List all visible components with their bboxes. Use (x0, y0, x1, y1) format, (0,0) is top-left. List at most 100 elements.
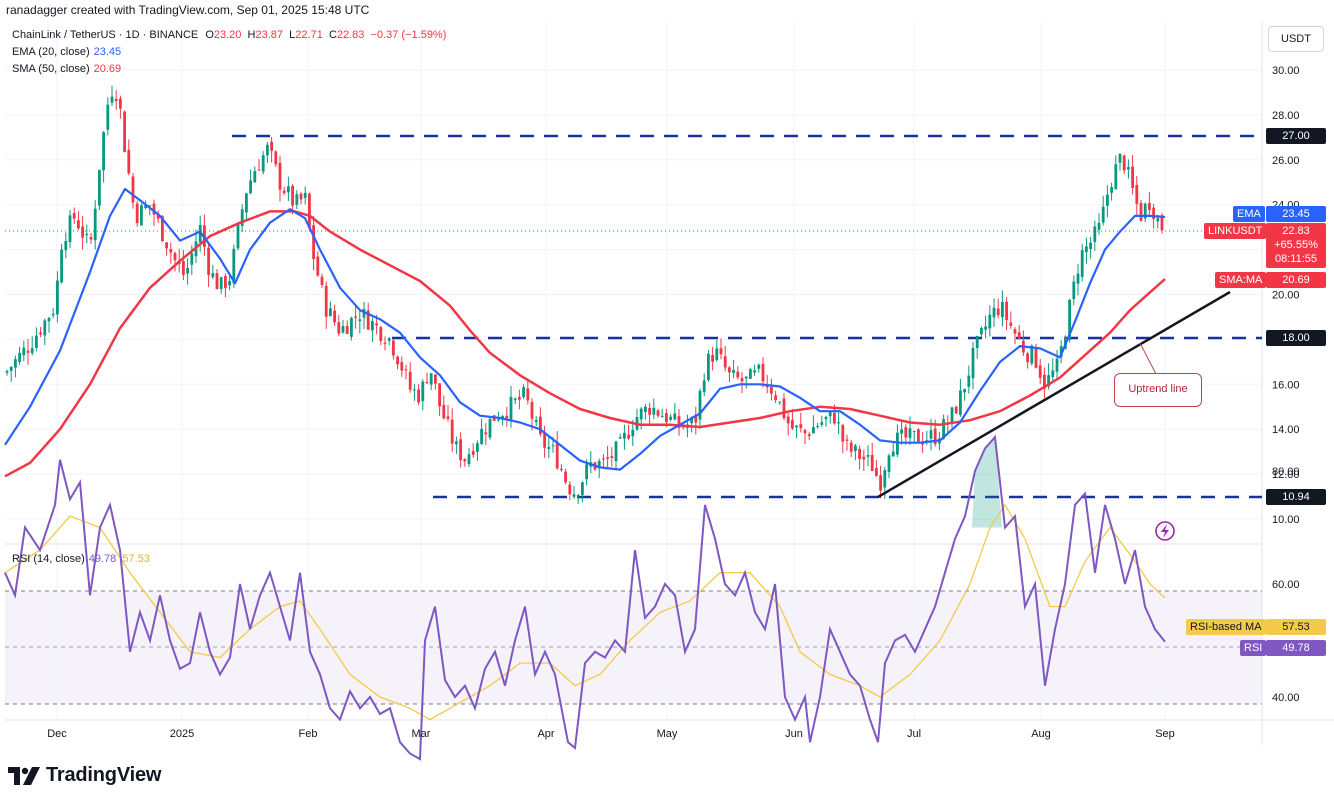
rsi-overbought-fill (972, 437, 1002, 528)
up-candle (387, 337, 391, 346)
candle-body (774, 395, 777, 400)
rsi-ma-legend-value: 57.53 (122, 553, 150, 565)
down-candle (333, 304, 336, 327)
ema-legend[interactable]: EMA (20, close) 23.45 (12, 46, 121, 58)
candle-body (110, 96, 114, 103)
candle-body (333, 310, 336, 323)
up-candle (240, 204, 244, 233)
up-candle (56, 271, 59, 323)
down-candle (728, 366, 731, 382)
candle-body (207, 247, 210, 275)
down-candle (123, 110, 126, 153)
candle-body (816, 425, 819, 427)
up-candle (371, 317, 374, 343)
candle-body (942, 419, 945, 439)
down-candle (627, 424, 630, 441)
candle-body (291, 185, 294, 206)
up-candle (984, 315, 987, 339)
candle-body (1139, 203, 1143, 221)
candle-body (534, 419, 538, 423)
ema-flag-name: EMA (1233, 206, 1265, 222)
down-candle (723, 345, 727, 372)
symbol-legend[interactable]: ChainLink / TetherUS · 1D · BINANCE O23.… (12, 29, 446, 41)
candle-body (980, 327, 983, 335)
candle-body (841, 425, 845, 442)
time-tick-label: Jun (785, 728, 803, 740)
rsi-line[interactable] (4, 434, 1166, 761)
down-candle (417, 384, 420, 406)
up-candle (14, 355, 17, 378)
candle-body (728, 367, 731, 373)
candle-body (959, 390, 962, 415)
up-candle (22, 340, 26, 362)
down-candle (526, 378, 530, 405)
candle-body (954, 406, 958, 414)
down-candle (518, 389, 521, 410)
lightning-icon[interactable] (1155, 521, 1175, 541)
down-candle (173, 251, 177, 272)
price-tick-label: 14.00 (1272, 424, 1300, 436)
candle-body (303, 192, 307, 198)
candle-body (64, 240, 68, 251)
sma-50-line[interactable] (4, 210, 1166, 478)
down-candle (119, 95, 122, 119)
candles[interactable] (5, 85, 1164, 504)
candle-body (967, 375, 971, 387)
candle-body (106, 104, 110, 130)
candle-body (228, 280, 231, 286)
sma-legend[interactable]: SMA (50, close) 20.69 (12, 63, 121, 75)
time-axis[interactable]: Dec 2025 Feb Mar Apr May Jun Jul Aug Sep (47, 728, 1175, 740)
down-candle (131, 172, 135, 209)
candle-body (337, 322, 341, 334)
candle-body (81, 226, 84, 238)
down-candle (26, 339, 30, 365)
uptrend-annotation[interactable]: Uptrend line (1114, 373, 1202, 407)
candle-body (543, 432, 546, 448)
candle-body (879, 475, 882, 491)
candle-body (568, 484, 572, 495)
candle-body (421, 381, 425, 402)
sma-legend-value: 20.69 (93, 63, 122, 75)
candle-body (614, 441, 618, 462)
candle-body (631, 429, 635, 437)
candle-body (602, 458, 605, 460)
up-candle (350, 316, 353, 341)
rsi-legend[interactable]: RSI (14, close) 49.78 57.53 (12, 553, 150, 565)
up-candle (1055, 350, 1059, 379)
candle-body (749, 369, 752, 379)
candle-body (673, 413, 677, 420)
candle-body (366, 310, 370, 330)
candle-body (253, 171, 257, 183)
price-pane[interactable] (5, 22, 1262, 544)
candle-body (39, 332, 42, 335)
up-candle (547, 437, 551, 459)
rsi-tick-label: 40.00 (1272, 692, 1300, 704)
candle-body (480, 429, 483, 444)
ema-20-line[interactable] (4, 187, 1166, 471)
up-candle (85, 224, 89, 244)
candle-body (606, 457, 609, 459)
candle-body (1156, 218, 1160, 222)
down-candle (648, 402, 651, 426)
candle-body (887, 455, 891, 472)
up-candle (329, 301, 332, 317)
candle-body (1152, 207, 1155, 219)
candle-body (870, 454, 874, 472)
rsi-ma-line[interactable] (4, 503, 1166, 721)
down-candle (135, 200, 139, 227)
candle-body (463, 459, 467, 462)
candle-body (467, 454, 471, 465)
candle-body (211, 273, 215, 278)
candle-body (358, 319, 362, 322)
up-candle (1085, 237, 1088, 264)
candle-body (912, 431, 916, 433)
candle-body (169, 249, 173, 253)
tradingview-logo[interactable]: TradingView (8, 764, 161, 787)
up-candle (245, 192, 248, 222)
currency-button[interactable]: USDT (1268, 26, 1324, 52)
candle-body (732, 370, 735, 374)
uptrend-line[interactable] (877, 290, 1231, 499)
down-candle (1122, 154, 1126, 174)
bar-countdown: 08:11:55 (1274, 253, 1317, 265)
